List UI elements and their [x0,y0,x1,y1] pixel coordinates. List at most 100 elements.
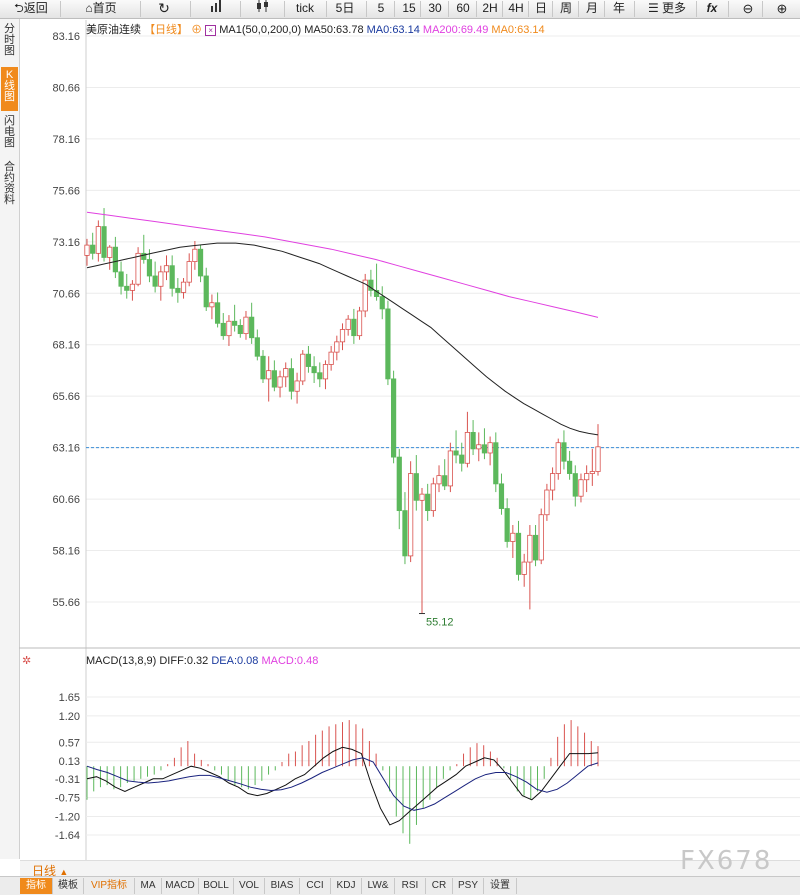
candle-body [317,372,323,380]
candle-body [498,483,505,509]
period-label: 【日线】 [144,24,189,36]
indicator-tab[interactable]: MA [135,878,162,894]
formula-button[interactable]: fx [706,1,718,15]
sidebar: 分时图 K线图 闪电图 合约资料 [0,19,20,859]
indicator-tab[interactable]: RSI [395,878,426,894]
indicator-tab[interactable]: BIAS [265,878,300,894]
candle-body [232,320,238,326]
macd-settings-icon[interactable]: ✲ [22,655,32,667]
sidebar-item-flash[interactable]: 闪电图 [4,115,15,149]
candle-body [220,322,226,337]
candle-body [209,302,215,308]
period-2h[interactable]: 2H [482,1,498,15]
indicator-tab[interactable]: LW& [362,878,395,894]
candle-body [589,471,595,474]
period-5d[interactable]: 5日 [335,1,355,15]
candle-body [515,532,522,575]
ma200-value: MA200:69.49 [422,24,489,36]
candle-body [124,285,130,291]
price-chart[interactable]: 83.16 80.66 78.16 75.66 73.16 70.66 68.16 65.66… [0,0,800,860]
candle-body [396,456,402,512]
indicator-tab[interactable]: PSY [453,878,484,894]
price-tick-label: 55.66 [52,597,80,609]
indicator-tab[interactable]: 模板 [53,878,84,894]
macd-diff-line [86,746,599,826]
indicator-tab[interactable]: 设置 [484,878,517,894]
home-icon: ⌂ [85,1,93,15]
period-4h[interactable]: 4H [508,1,524,15]
candle-body [493,442,499,485]
bar-chart-icon[interactable] [204,0,230,18]
candle-body [95,226,101,254]
period-60m[interactable]: 60 [456,1,470,15]
candle-body [146,259,153,277]
candle-chart-icon[interactable] [250,0,276,18]
indicator-tab[interactable]: BOLL [199,878,234,894]
candle-body [118,271,124,287]
period-year[interactable]: 年 [612,1,625,15]
zoom-in-icon[interactable]: ⊕ [776,1,788,16]
period-week[interactable]: 周 [559,1,572,15]
candle-body [464,432,471,464]
candle-body [362,279,368,312]
macd-name: MACD(13,8,9) [86,655,157,667]
candle-body [442,475,448,487]
candle-body [90,244,96,254]
candle-body [277,376,283,388]
macd-value: MACD:0.48 [261,655,319,667]
candle-body [334,341,340,353]
period-15m[interactable]: 15 [402,1,416,15]
top-toolbar: ⮌返回 ⌂首页 ↻ tick 5日 5 15 30 60 2H 4H 日 周 月… [0,0,800,19]
candle-body [266,370,272,380]
candle-body [561,442,567,462]
candle-body [141,252,147,260]
back-button[interactable]: ⮌返回 [14,1,48,15]
candle-body [197,248,204,277]
sidebar-item-contract[interactable]: 合约资料 [4,161,15,206]
low-price-label: 55.12 [426,617,454,629]
indicator-tab[interactable]: KDJ [331,878,362,894]
watermark: FX678 [680,846,773,876]
candle-body [180,281,187,293]
sidebar-item-kline[interactable]: K线图 [1,67,18,111]
tick-button[interactable]: tick [296,1,314,15]
home-button[interactable]: ⌂首页 [85,1,117,15]
indicator-tab[interactable]: CCI [300,878,331,894]
indicator-tab[interactable]: 指标 [20,878,53,894]
candle-body [521,561,527,575]
candle-body [158,271,164,287]
candle-body [447,450,453,487]
candle-body [510,532,516,542]
candle-body [544,489,550,516]
candle-body [549,473,556,491]
candle-body [532,534,539,561]
ma-toggle-icon[interactable]: × [205,25,217,36]
candle-body [419,493,425,501]
instrument-name: 美原油连续 [86,24,141,36]
indicator-tab[interactable]: MACD [162,878,199,894]
candle-body [101,226,107,258]
period-30m[interactable]: 30 [428,1,442,15]
refresh-icon[interactable]: ↻ [158,0,170,16]
macd-tick-label: -0.75 [55,793,80,805]
settings-icon[interactable]: ⊕ [191,24,203,36]
indicator-tab[interactable]: VOL [234,878,265,894]
candle-body [328,351,334,365]
candle-body [129,283,136,291]
candle-body [112,246,118,273]
period-indicator[interactable]: 日线 ▲ [32,864,69,878]
price-tick-label: 83.16 [52,31,80,43]
sidebar-item-timeshare[interactable]: 分时图 [4,23,15,57]
period-day[interactable]: 日 [534,1,547,15]
period-5m[interactable]: 5 [377,1,385,15]
zoom-out-icon[interactable]: ⊖ [742,1,754,16]
candle-body [214,302,221,324]
candle-body [305,353,312,367]
candle-body [322,364,329,380]
period-month[interactable]: 月 [585,1,598,15]
macd-tick-label: -1.64 [55,830,80,842]
more-button[interactable]: ☰ 更多 [647,1,687,15]
indicator-tab[interactable]: VIP指标 [84,878,135,894]
indicator-tab[interactable]: CR [426,878,453,894]
candle-body [163,265,170,273]
